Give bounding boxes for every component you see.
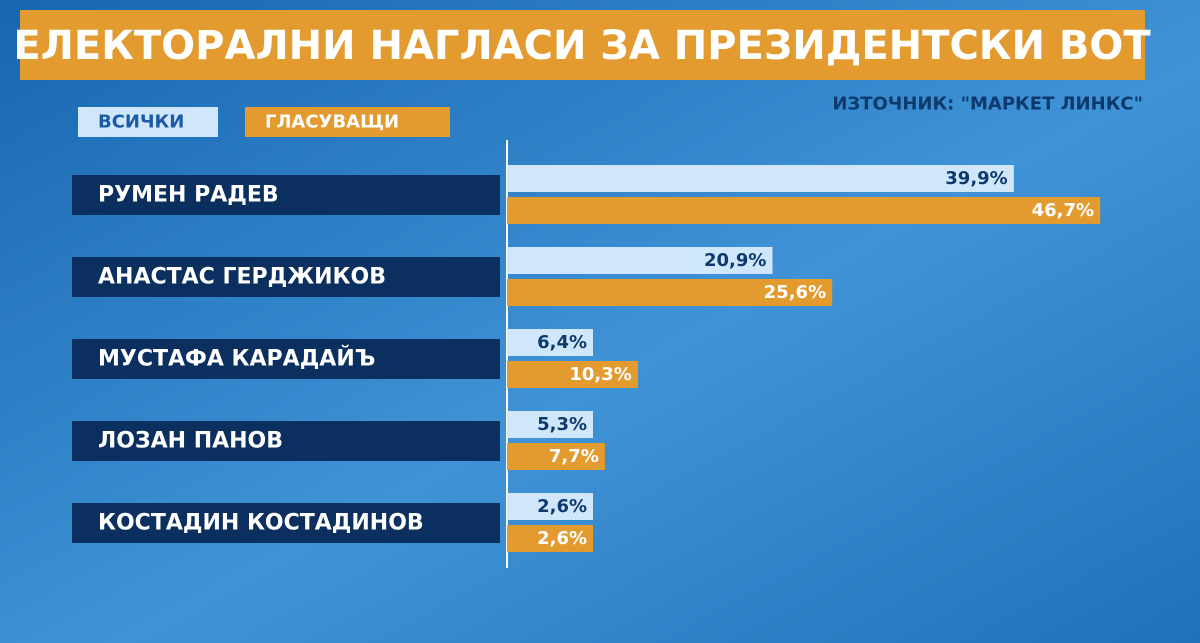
- value-label-bg: [555, 361, 638, 388]
- category-label: ЛОЗАН ПАНОВ: [98, 429, 283, 454]
- value-label: 2,6%: [537, 528, 587, 549]
- bar: [507, 165, 1014, 192]
- category-box: [72, 421, 500, 461]
- bar: [507, 197, 1101, 224]
- value-label-bg: [511, 329, 593, 356]
- value-label-bg: [931, 165, 1014, 192]
- value-label: 46,7%: [1032, 200, 1094, 221]
- category-box: [72, 175, 500, 215]
- value-label-bg: [511, 525, 593, 552]
- value-label-bg: [750, 279, 833, 306]
- value-label: 39,9%: [945, 168, 1007, 189]
- category-label: КОСТАДИН КОСТАДИНОВ: [98, 511, 424, 536]
- category-label: АНАСТАС ГЕРДЖИКОВ: [98, 265, 386, 290]
- value-label: 20,9%: [704, 250, 766, 271]
- legend-swatch: [245, 107, 450, 137]
- category-box: [72, 257, 500, 297]
- category-box: [72, 503, 500, 543]
- value-label-bg: [690, 247, 773, 274]
- value-label: 25,6%: [764, 282, 826, 303]
- value-label-bg: [522, 443, 605, 470]
- legend-swatch: [78, 107, 218, 137]
- category-box: [72, 339, 500, 379]
- value-label: 6,4%: [537, 332, 587, 353]
- value-label: 2,6%: [537, 496, 587, 517]
- value-label: 7,7%: [549, 446, 599, 467]
- value-label: 5,3%: [537, 414, 587, 435]
- value-label: 10,3%: [569, 364, 631, 385]
- category-label: РУМЕН РАДЕВ: [98, 183, 279, 208]
- source: ИЗТОЧНИК: "МАРКЕТ ЛИНКС": [832, 94, 1143, 115]
- value-label-bg: [511, 493, 593, 520]
- chart-title: ЕЛЕКТОРАЛНИ НАГЛАСИ ЗА ПРЕЗИДЕНТСКИ ВОТ: [13, 23, 1151, 69]
- value-label-bg: [1018, 197, 1101, 224]
- value-label-bg: [511, 411, 593, 438]
- title-banner: [20, 10, 1145, 80]
- legend-label: ВСИЧКИ: [98, 112, 184, 133]
- category-label: МУСТАФА КАРАДАЙЪ: [98, 346, 375, 372]
- legend-label: ГЛАСУВАЩИ: [265, 112, 399, 133]
